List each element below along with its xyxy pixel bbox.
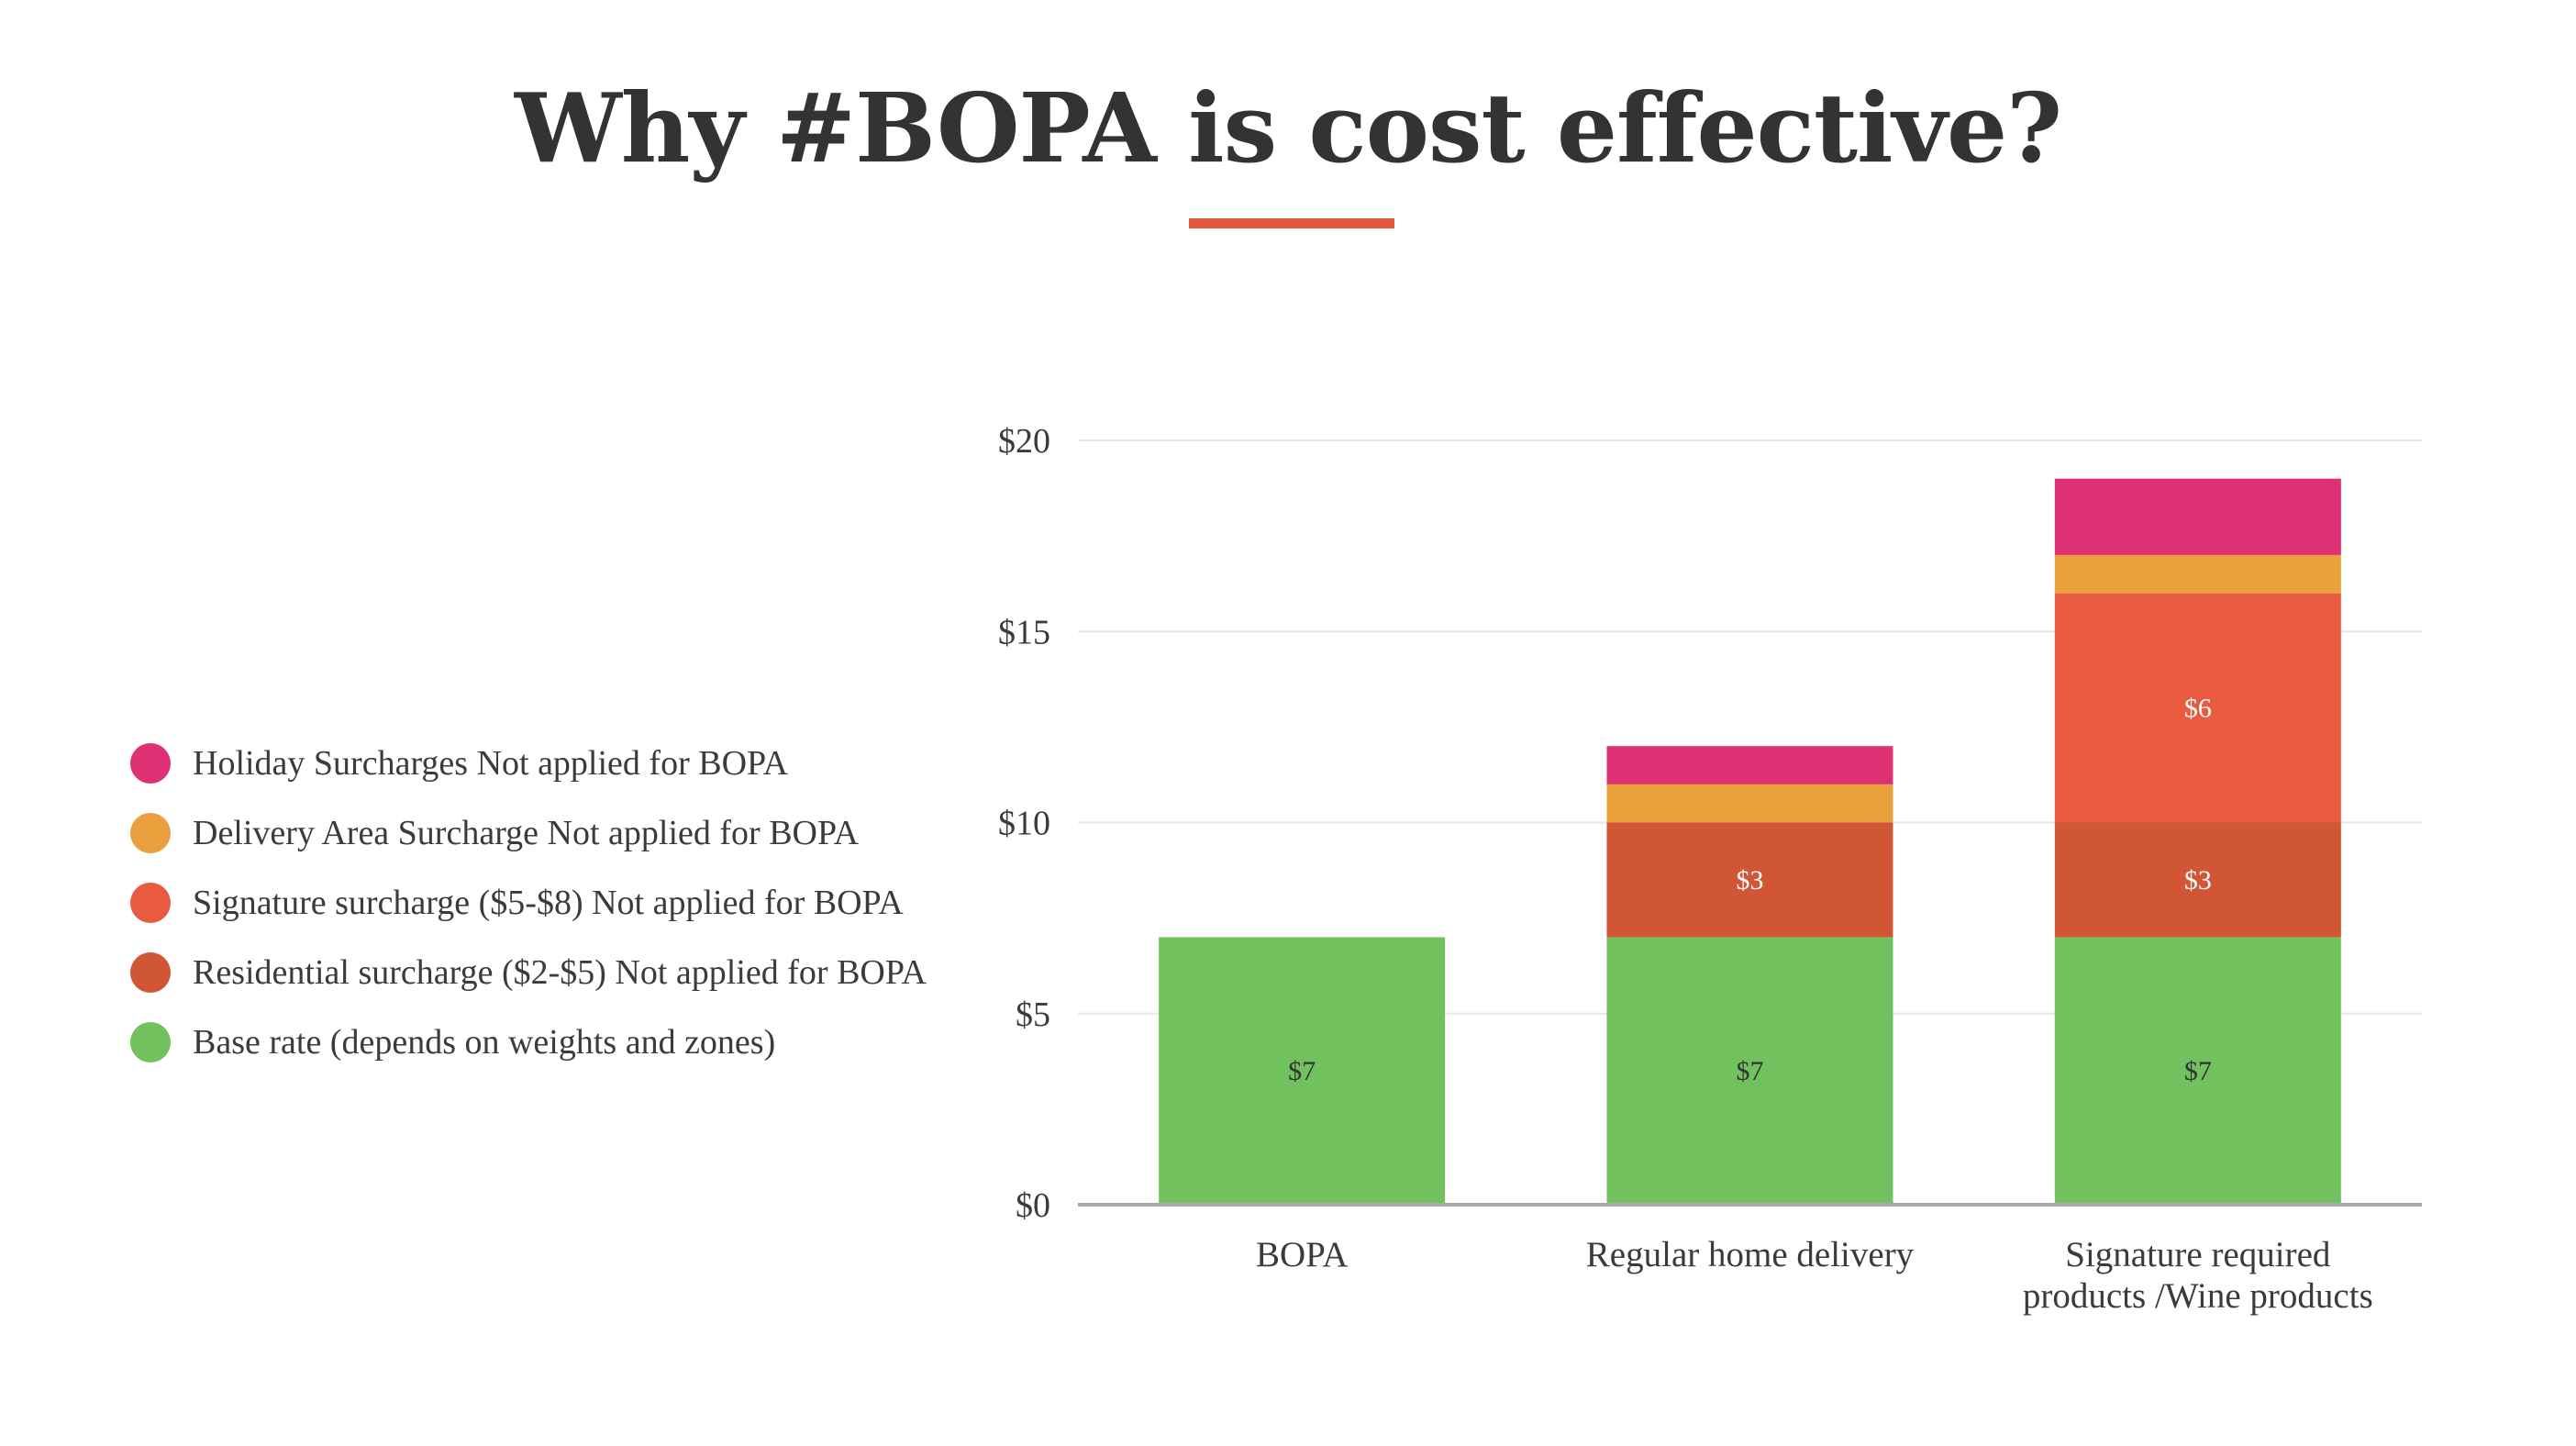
legend-item: Holiday Surcharges Not applied for BOPA <box>130 743 927 784</box>
bar-segment <box>2054 937 2341 1205</box>
bar-segment <box>1606 746 1893 784</box>
x-tick-label: Regular home delivery <box>1586 1235 1915 1274</box>
legend-swatch <box>130 743 171 784</box>
title-underline <box>1189 218 1394 228</box>
bar-segment <box>2054 478 2341 555</box>
legend-swatch <box>130 1022 171 1062</box>
bar-segment <box>1606 822 1893 938</box>
y-tick-label: $20 <box>998 422 1050 461</box>
legend-item: Residential surcharge ($2-$5) Not applie… <box>130 952 927 993</box>
legend-item: Base rate (depends on weights and zones) <box>130 1022 927 1062</box>
legend-swatch <box>130 813 171 853</box>
data-label: $3 <box>2184 865 2212 895</box>
stacked-bar-chart: $0 $5 $10 $15 $20 $7 BOPA $7 $3 Regular home deli… <box>998 422 2422 1316</box>
legend-item: Delivery Area Surcharge Not applied for … <box>130 813 927 853</box>
legend-item: Signature surcharge ($5-$8) Not applied … <box>130 883 927 923</box>
y-tick-label: $15 <box>998 613 1050 651</box>
bar-segment <box>2054 593 2341 823</box>
bar-segment <box>1606 784 1893 823</box>
data-label: $3 <box>1737 865 1764 895</box>
legend-swatch <box>130 883 171 923</box>
y-tick-label: $5 <box>1016 996 1050 1034</box>
bar-segment <box>2054 822 2341 938</box>
bar-segment <box>2054 554 2341 594</box>
legend-label: Delivery Area Surcharge Not applied for … <box>193 814 860 852</box>
x-tick-label: Signature required <box>2065 1235 2331 1274</box>
y-tick-label: $10 <box>998 805 1050 843</box>
bar-segment <box>1159 937 1446 1205</box>
data-label: $6 <box>2184 694 2212 724</box>
legend-label: Signature surcharge ($5-$8) Not applied … <box>193 884 904 922</box>
legend-swatch <box>130 952 171 993</box>
x-tick-label: BOPA <box>1256 1235 1348 1274</box>
legend-label: Residential surcharge ($2-$5) Not applie… <box>193 953 927 992</box>
chart-legend: Holiday Surcharges Not applied for BOPA D… <box>130 743 927 1092</box>
legend-label: Holiday Surcharges Not applied for BOPA <box>193 744 789 783</box>
data-label: $7 <box>1737 1056 1764 1086</box>
page-title: Why #BOPA is cost effective? <box>514 72 2062 184</box>
bar-segment <box>1606 937 1893 1205</box>
x-tick-label: products /Wine products <box>2023 1276 2373 1316</box>
y-tick-label: $0 <box>1016 1186 1050 1225</box>
legend-label: Base rate (depends on weights and zones) <box>193 1023 776 1062</box>
data-label: $7 <box>2184 1056 2212 1086</box>
data-label: $7 <box>1288 1056 1316 1086</box>
